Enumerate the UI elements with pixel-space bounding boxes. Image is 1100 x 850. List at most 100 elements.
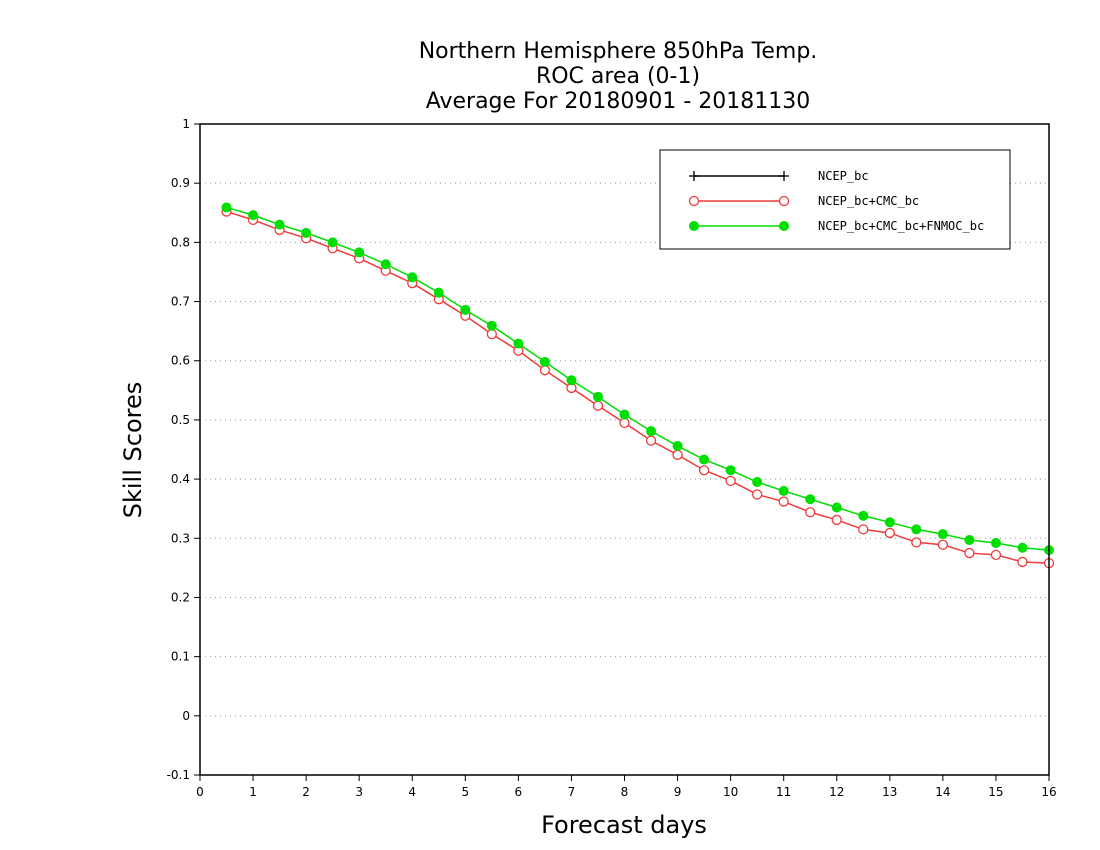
data-point <box>646 426 657 437</box>
y-axis-label: Skill Scores <box>119 382 147 519</box>
x-tick-label: 11 <box>776 785 791 799</box>
y-tick-label: -0.1 <box>167 768 190 782</box>
data-point <box>990 538 1001 549</box>
x-tick-label: 0 <box>196 785 204 799</box>
x-tick-label: 1 <box>249 785 257 799</box>
x-tick-label: 7 <box>568 785 576 799</box>
y-tick-label: 0.4 <box>171 472 190 486</box>
data-point <box>725 475 736 487</box>
x-tick-label: 3 <box>355 785 363 799</box>
y-tick-label: 0.1 <box>171 650 190 664</box>
data-point <box>752 489 763 500</box>
data-point <box>778 496 789 507</box>
data-point <box>645 435 657 446</box>
series-line-1 <box>226 210 1050 564</box>
data-point <box>274 219 285 230</box>
data-point <box>407 272 418 283</box>
x-axis-label: Forecast days <box>541 811 707 839</box>
data-point <box>725 465 736 476</box>
x-tick-label: 16 <box>1041 785 1056 799</box>
data-point <box>672 440 683 451</box>
data-point <box>698 465 710 476</box>
data-point <box>911 537 922 548</box>
data-point <box>592 400 604 411</box>
data-point <box>221 202 232 213</box>
data-point <box>884 517 895 528</box>
legend-marker-start <box>689 171 699 181</box>
data-point <box>752 477 763 488</box>
y-tick-label: 0.9 <box>171 176 190 190</box>
x-tick-label: 10 <box>723 785 738 799</box>
data-point <box>566 375 577 386</box>
legend-box <box>659 149 1011 250</box>
x-tick-label: 9 <box>674 785 682 799</box>
data-point <box>248 210 259 221</box>
axis-ticks: -0.100.10.20.30.40.50.60.70.80.910 1 2 3 4 5 6… <box>167 117 1057 799</box>
y-tick-label: 0.3 <box>171 531 190 545</box>
gridlines <box>200 182 1049 717</box>
series-line-2 <box>226 206 1050 551</box>
legend-marker-end <box>779 221 789 231</box>
data-point <box>354 247 365 258</box>
chart-title-line-2: ROC area (0-1) <box>536 64 700 89</box>
data-point <box>1017 556 1028 568</box>
chart-title-line-1: Northern Hemisphere 850hPa Temp. <box>419 39 818 64</box>
y-tick-label: 0.7 <box>171 295 190 309</box>
data-point <box>1017 542 1028 553</box>
legend-marker-end <box>779 171 789 181</box>
y-tick-label: 0.2 <box>171 590 190 604</box>
legend-marker-start <box>688 195 700 207</box>
y-tick-label: 0 <box>182 709 190 723</box>
data-point <box>964 535 975 546</box>
legend-marker-end <box>778 195 790 207</box>
data-point <box>539 356 550 367</box>
legend: NCEP_bc NCEP_bc+CMC_bc NCEP_bc+CMC_bc+FNMO… <box>659 149 1011 250</box>
data-point <box>831 514 842 526</box>
chart-title-line-3: Average For 20180901 - 20181130 <box>426 89 811 114</box>
data-point <box>805 494 816 505</box>
legend-label-0: NCEP_bc <box>818 169 869 183</box>
data-point <box>380 259 391 270</box>
data-point <box>964 547 975 559</box>
data-point <box>619 409 630 420</box>
legend-label-1: NCEP_bc+CMC_bc <box>818 194 919 208</box>
data-point <box>858 510 869 521</box>
data-point <box>805 507 816 518</box>
data-point <box>539 365 551 376</box>
y-tick-label: 0.8 <box>171 235 190 249</box>
series-lines <box>221 202 1055 569</box>
y-tick-label: 0.5 <box>171 413 190 427</box>
data-point <box>486 328 497 340</box>
data-point <box>327 237 338 248</box>
data-point <box>486 320 497 331</box>
data-point <box>911 524 922 535</box>
legend-marker-start <box>689 221 699 231</box>
x-tick-label: 14 <box>935 785 950 799</box>
x-tick-label: 6 <box>515 785 523 799</box>
data-point <box>672 449 683 460</box>
data-point <box>619 417 630 429</box>
data-point <box>937 529 948 540</box>
x-tick-label: 15 <box>988 785 1003 799</box>
data-point <box>433 287 444 298</box>
x-tick-label: 13 <box>882 785 897 799</box>
data-point <box>513 338 524 349</box>
data-point <box>592 391 603 402</box>
y-tick-label: 1 <box>182 117 190 131</box>
y-tick-label: 0.6 <box>171 354 190 368</box>
data-point <box>460 304 471 315</box>
data-point <box>937 539 949 550</box>
x-tick-label: 12 <box>829 785 844 799</box>
x-tick-label: 5 <box>461 785 469 799</box>
x-tick-label: 8 <box>621 785 629 799</box>
x-tick-label: 2 <box>302 785 310 799</box>
legend-label-2: NCEP_bc+CMC_bc+FNMOC_bc <box>818 219 984 233</box>
data-point <box>699 454 710 465</box>
data-point <box>884 527 895 539</box>
data-point <box>858 524 869 535</box>
data-point <box>301 227 312 238</box>
data-point <box>778 485 789 496</box>
data-point <box>831 502 842 513</box>
data-point <box>990 549 1002 560</box>
